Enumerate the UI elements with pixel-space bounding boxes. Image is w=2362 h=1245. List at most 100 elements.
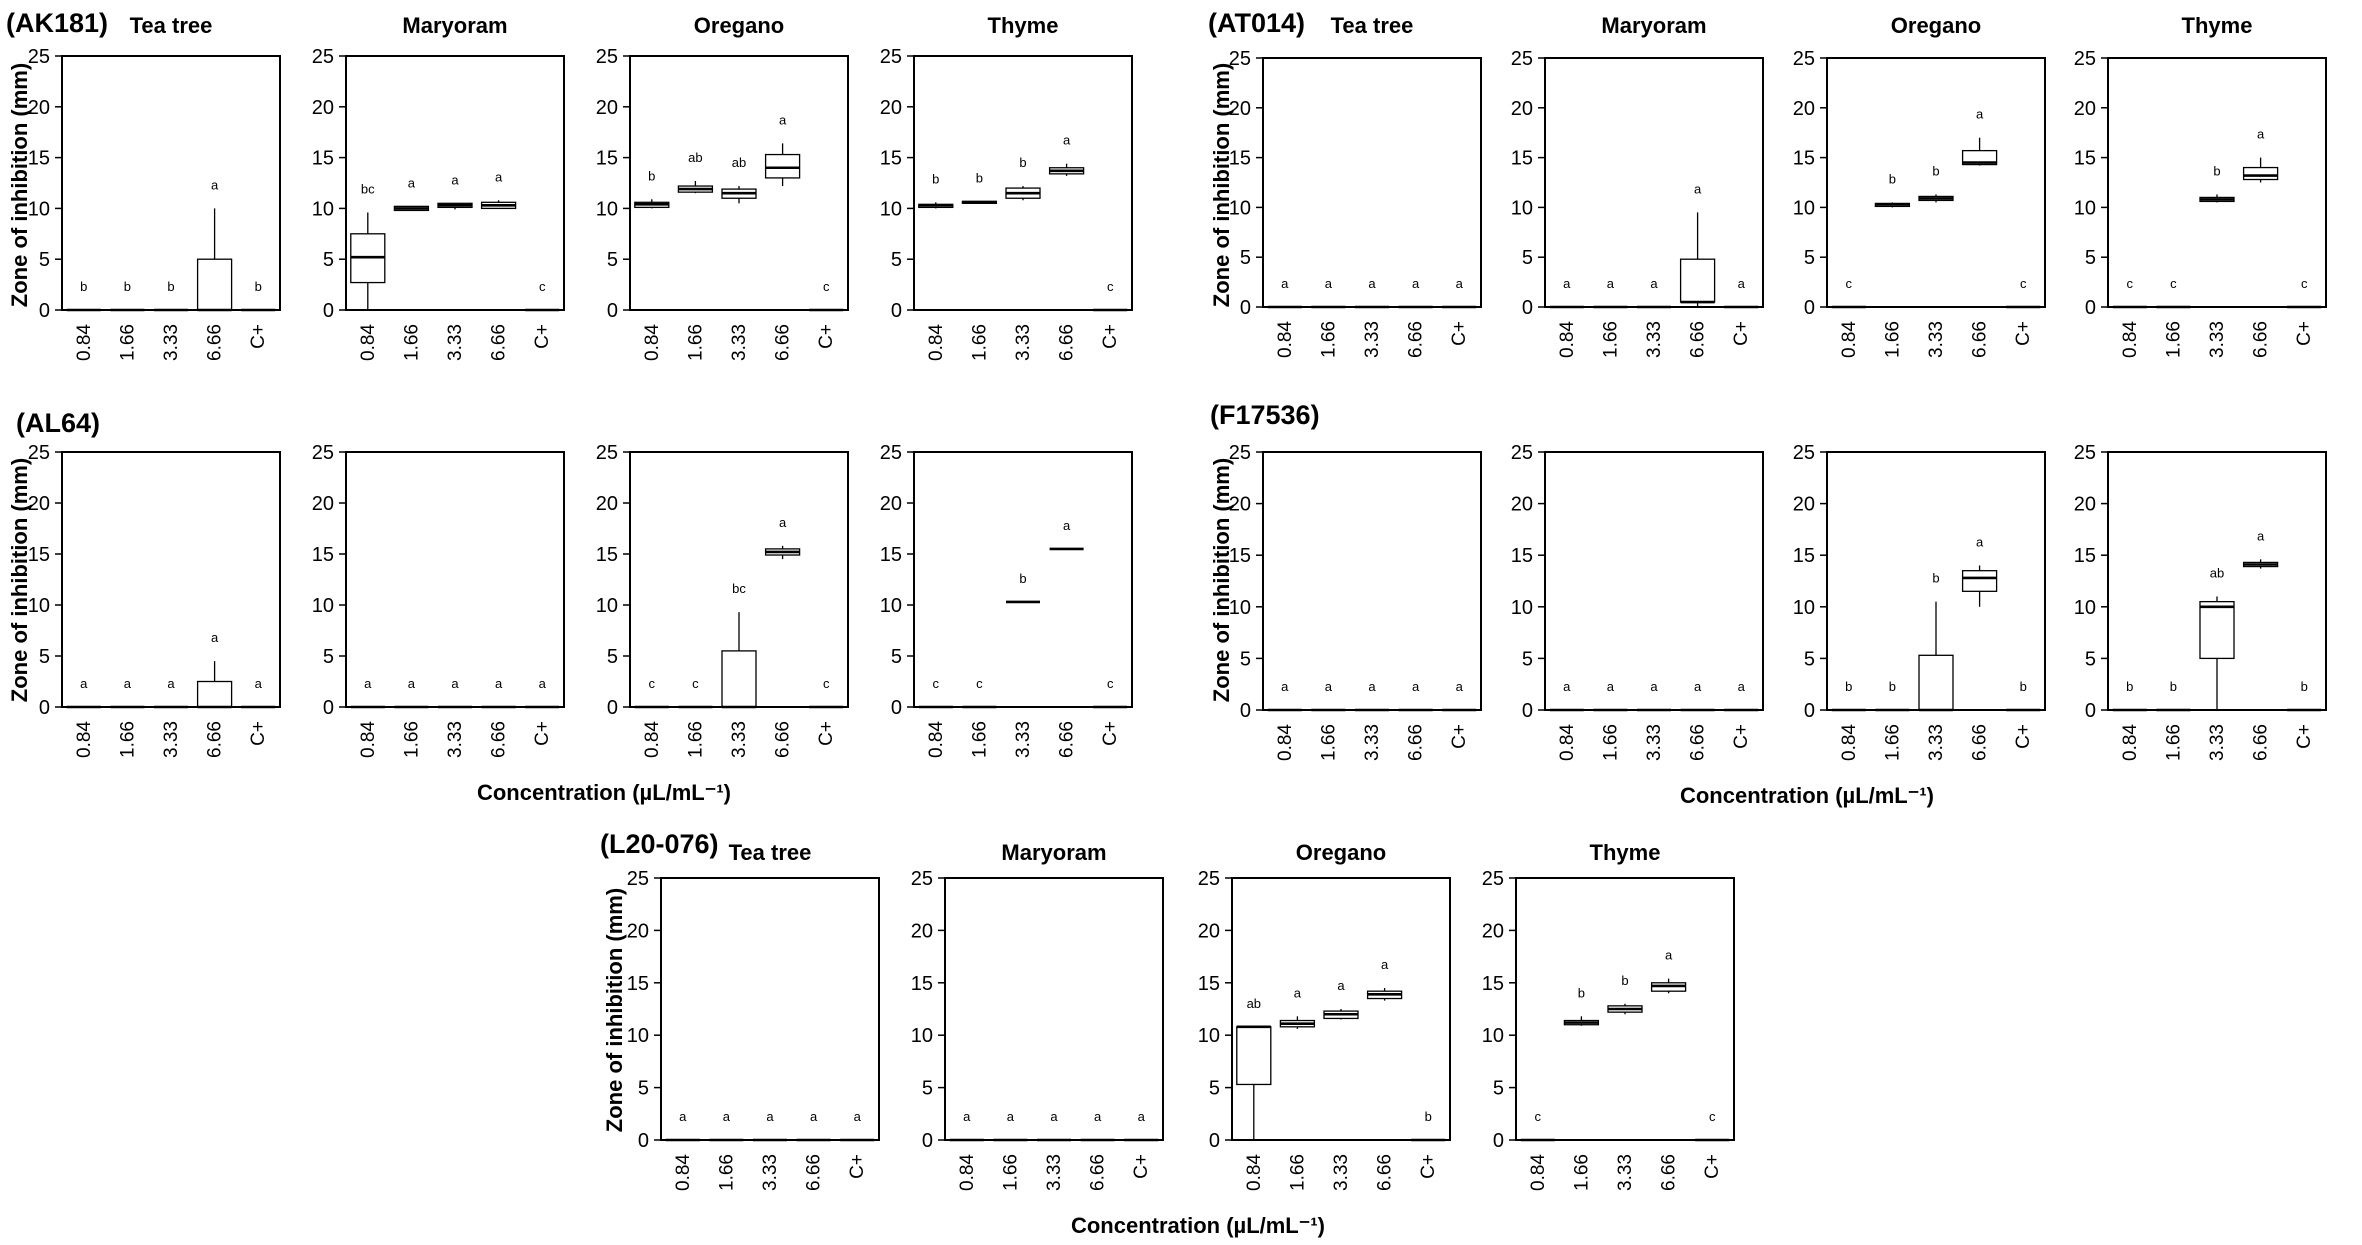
x-tick-label-al64-panel-2-c: C+ [532, 721, 553, 746]
y-tick-label-f17536-panel-4-5: 5 [2085, 648, 2096, 670]
x-tick-label-f17536-panel-2-c: C+ [1731, 724, 1752, 749]
significance-letter-at014-panel-1-1-66: a [1325, 276, 1333, 291]
y-tick-label-f17536-panel-2-15: 15 [1511, 545, 1533, 567]
x-tick-label-l20-076-panel-1-3-33: 3.33 [760, 1154, 781, 1191]
x-tick-label-f17536-panel-4-c: C+ [2294, 724, 2315, 749]
x-tick-label-f17536-panel-4-1-66: 1.66 [2163, 724, 2184, 761]
x-tick-label-ak181-panel-4-0-84: 0.84 [926, 324, 947, 361]
y-tick-label-al64-panel-4-25: 25 [880, 442, 902, 464]
x-tick-label-at014-panel-1-6-66: 6.66 [1406, 321, 1427, 358]
significance-letter-l20-076-panel-4-1-66: b [1578, 985, 1585, 1000]
x-tick-label-al64-panel-3-6-66: 6.66 [773, 721, 794, 758]
panel-title-l20-076-maryoram: Maryoram [1001, 840, 1106, 865]
x-tick-label-f17536-panel-2-3-33: 3.33 [1644, 724, 1665, 761]
y-tick-label-al64-panel-2-20: 20 [312, 493, 334, 515]
plot-frame-ak181-panel-1 [61, 55, 281, 311]
y-tick-label-at014-panel-2-15: 15 [1511, 148, 1533, 170]
x-tick-label-al64-panel-4-0-84: 0.84 [926, 721, 947, 758]
x-tick-label-l20-076-panel-2-c: C+ [1131, 1154, 1152, 1179]
x-tick-label-ak181-panel-2-3-33: 3.33 [445, 324, 466, 361]
significance-letter-f17536-panel-3-0-84: b [1845, 679, 1852, 694]
y-tick-label-l20-076-panel-1-20: 20 [627, 920, 649, 942]
panel-title-l20-076-thyme: Thyme [1590, 840, 1661, 865]
x-tick-label-ak181-panel-2-c: C+ [532, 324, 553, 349]
y-tick-label-f17536-panel-3-10: 10 [1793, 597, 1815, 619]
y-tick-label-f17536-panel-3-20: 20 [1793, 494, 1815, 516]
x-tick-label-al64-panel-4-1-66: 1.66 [969, 721, 990, 758]
x-tick-label-ak181-panel-4-1-66: 1.66 [969, 324, 990, 361]
x-tick-label-f17536-panel-1-1-66: 1.66 [1318, 724, 1339, 761]
significance-letter-l20-076-panel-4-c: c [1709, 1109, 1716, 1124]
panel-title-at014-oregano: Oregano [1891, 13, 1981, 38]
x-tick-label-at014-panel-1-0-84: 0.84 [1275, 321, 1296, 358]
x-tick-label-al64-panel-1-c: C+ [248, 721, 269, 746]
x-tick-label-f17536-panel-4-3-33: 3.33 [2207, 724, 2228, 761]
significance-letter-l20-076-panel-1-c: a [854, 1109, 862, 1124]
box-at014-panel-4-6-66 [2242, 166, 2279, 181]
x-tick-label-l20-076-panel-1-6-66: 6.66 [804, 1154, 825, 1191]
x-tick-label-al64-panel-1-3-33: 3.33 [161, 721, 182, 758]
concentration-axis-label-top-right: Concentration (µL/mL⁻¹) [1680, 783, 1934, 808]
significance-letter-at014-panel-2-3-33: a [1650, 276, 1658, 291]
y-tick-label-al64-panel-1-0: 0 [39, 697, 50, 719]
x-tick-label-al64-panel-4-3-33: 3.33 [1013, 721, 1034, 758]
strain-label-f17536: (F17536) [1210, 400, 1320, 430]
panel-title-ak181-tea-tree: Tea tree [130, 13, 213, 38]
y-tick-label-at014-panel-2-25: 25 [1511, 48, 1533, 70]
significance-letter-f17536-panel-2-1-66: a [1607, 679, 1615, 694]
x-tick-label-ak181-panel-1-0-84: 0.84 [74, 324, 95, 361]
plot-frame-at014-panel-3 [1826, 57, 2046, 308]
box-f17536-panel-3-3-33 [1918, 654, 1954, 711]
y-tick-label-l20-076-panel-2-15: 15 [911, 973, 933, 995]
significance-letter-l20-076-panel-3-0-84: ab [1247, 996, 1261, 1011]
y-tick-label-al64-panel-1-5: 5 [39, 646, 50, 668]
y-axis-label-at014: Zone of inhibition (mm) [1209, 63, 1234, 307]
significance-letter-at014-panel-3-6-66: a [1976, 107, 1984, 122]
y-tick-label-ak181-panel-2-20: 20 [312, 97, 334, 119]
strain-label-at014: (AT014) [1208, 8, 1305, 38]
box-at014-panel-3-6-66 [1961, 149, 1998, 166]
significance-letter-f17536-panel-4-0-84: b [2126, 679, 2133, 694]
y-tick-label-at014-panel-2-5: 5 [1522, 247, 1533, 269]
y-tick-label-al64-panel-3-25: 25 [596, 442, 618, 464]
y-tick-label-al64-panel-4-5: 5 [891, 646, 902, 668]
y-tick-label-f17536-panel-1-0: 0 [1240, 700, 1251, 722]
y-axis-label-al64: Zone of inhibition (mm) [7, 458, 32, 702]
y-tick-label-ak181-panel-3-15: 15 [596, 148, 618, 170]
significance-letter-ak181-panel-2-6-66: a [495, 169, 503, 184]
y-tick-label-f17536-panel-2-5: 5 [1522, 648, 1533, 670]
significance-letter-l20-076-panel-4-0-84: c [1535, 1109, 1542, 1124]
box-f17536-panel-3-6-66 [1961, 570, 1998, 592]
y-tick-label-al64-panel-2-25: 25 [312, 442, 334, 464]
significance-letter-at014-panel-1-6-66: a [1412, 276, 1420, 291]
y-tick-label-ak181-panel-3-20: 20 [596, 97, 618, 119]
y-tick-label-l20-076-panel-3-25: 25 [1198, 868, 1220, 890]
significance-letter-at014-panel-1-c: a [1456, 276, 1464, 291]
plot-frame-f17536-panel-2 [1544, 451, 1764, 711]
y-tick-label-al64-panel-4-10: 10 [880, 595, 902, 617]
y-tick-label-l20-076-panel-4-5: 5 [1493, 1078, 1504, 1100]
significance-letter-at014-panel-3-3-33: b [1932, 163, 1939, 178]
y-tick-label-al64-panel-4-0: 0 [891, 697, 902, 719]
significance-letter-ak181-panel-1-0-84: b [80, 279, 87, 294]
x-tick-label-at014-panel-3-1-66: 1.66 [1882, 321, 1903, 358]
significance-letter-at014-panel-4-c: c [2301, 276, 2308, 291]
y-axis-label-ak181: Zone of inhibition (mm) [7, 63, 32, 307]
significance-letter-f17536-panel-1-3-33: a [1368, 679, 1376, 694]
x-tick-label-l20-076-panel-4-c: C+ [1702, 1154, 1723, 1179]
y-tick-label-f17536-panel-2-25: 25 [1511, 442, 1533, 464]
x-tick-label-al64-panel-3-0-84: 0.84 [642, 721, 663, 758]
significance-letter-l20-076-panel-1-6-66: a [810, 1109, 818, 1124]
panel-title-ak181-thyme: Thyme [988, 13, 1059, 38]
y-tick-label-al64-panel-4-20: 20 [880, 493, 902, 515]
x-tick-label-at014-panel-4-0-84: 0.84 [2120, 321, 2141, 358]
significance-letter-ak181-panel-3-c: c [823, 279, 830, 294]
plot-frame-ak181-panel-4 [913, 55, 1133, 311]
y-tick-label-ak181-panel-2-15: 15 [312, 148, 334, 170]
x-tick-label-l20-076-panel-3-6-66: 6.66 [1375, 1154, 1396, 1191]
significance-letter-l20-076-panel-3-3-33: a [1337, 978, 1345, 993]
y-tick-label-at014-panel-3-25: 25 [1793, 48, 1815, 70]
significance-letter-f17536-panel-2-0-84: a [1563, 679, 1571, 694]
x-tick-label-f17536-panel-3-c: C+ [2013, 724, 2034, 749]
